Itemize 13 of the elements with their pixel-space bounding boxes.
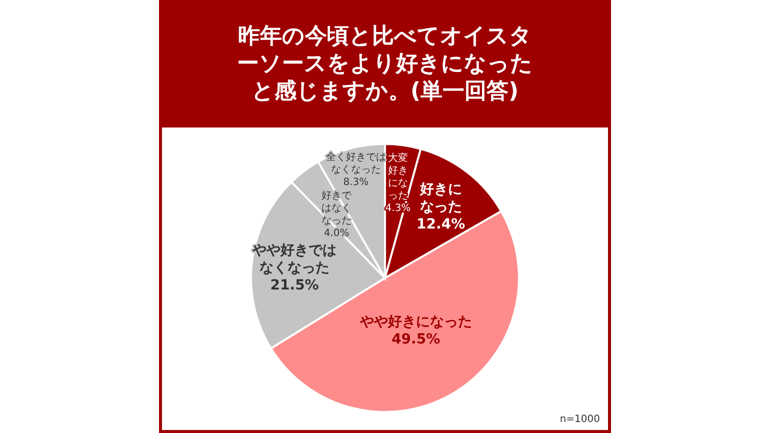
chart-title: 昨年の今頃と比べてオイスターソースをより好きになったと感じますか。(単一回答) <box>237 24 533 104</box>
data-label: 4.0% <box>324 228 350 240</box>
data-label: 49.5% <box>392 331 440 348</box>
data-label: 12.4% <box>416 216 466 232</box>
slice-label: 好きになった <box>418 181 462 215</box>
slice-label: 全く好きではなくなった <box>326 151 386 176</box>
slice-label: やや好きになった <box>358 314 472 330</box>
slice-label: やや好きではなくなった <box>252 242 337 276</box>
text: n=1000 <box>560 414 600 425</box>
slice-label: 大変好きになった <box>388 152 408 202</box>
data-label: 8.3% <box>343 177 369 188</box>
slice-label: 好きではなくなった <box>322 190 353 227</box>
data-label: 21.5% <box>270 277 319 294</box>
